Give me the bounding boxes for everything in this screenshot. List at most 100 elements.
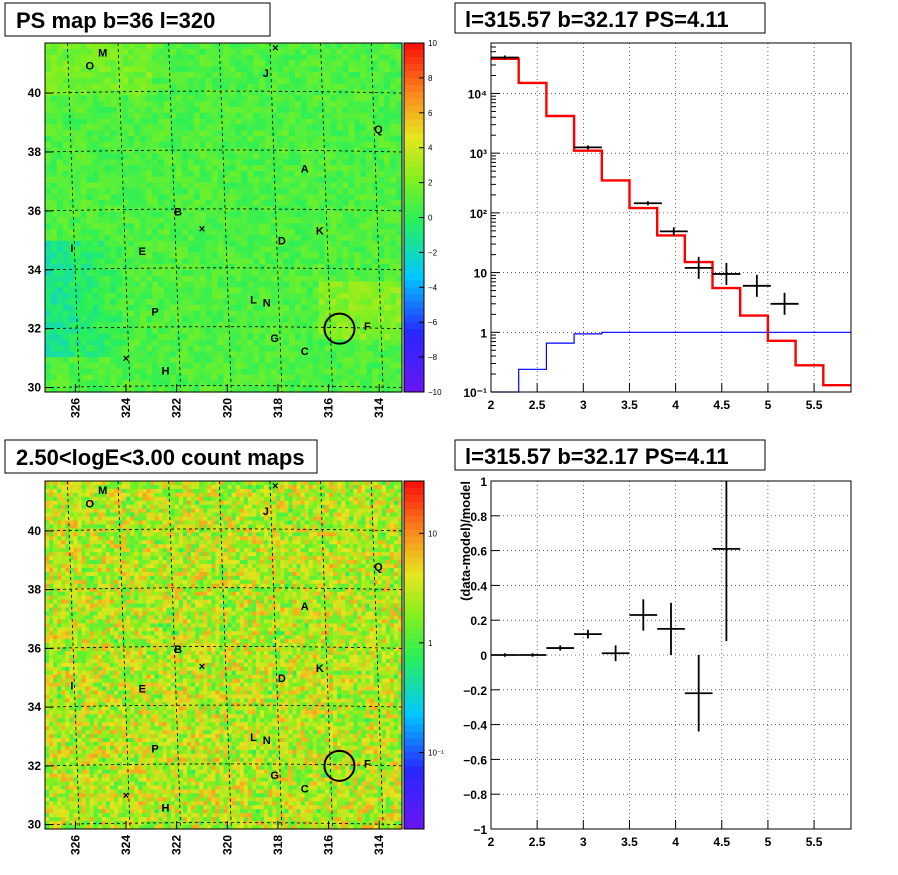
map-pixel <box>324 351 332 358</box>
map-pixel <box>366 130 373 137</box>
map-pixel <box>360 223 367 230</box>
map-pixel <box>360 159 367 166</box>
map-pixel <box>361 508 367 514</box>
map-pixel <box>182 481 188 486</box>
map-pixel <box>384 304 391 312</box>
map-pixel <box>223 77 231 85</box>
map-pixel <box>109 516 115 522</box>
map-pixel <box>390 246 397 253</box>
map-pixel <box>146 484 152 490</box>
map-pixel <box>89 492 95 498</box>
map-pixel <box>98 322 106 329</box>
map-pixel <box>158 60 165 67</box>
map-pixel <box>265 200 272 207</box>
map-pixel <box>45 194 52 201</box>
map-pixel <box>229 275 236 283</box>
map-pixel <box>235 112 242 120</box>
map-pixel <box>354 322 361 329</box>
map-pixel <box>227 504 233 510</box>
colorbar-cell <box>404 224 424 232</box>
map-pixel <box>140 83 147 91</box>
map-pixel <box>169 136 177 143</box>
map-pixel <box>86 240 94 248</box>
map-pixel <box>158 217 165 224</box>
map-pixel <box>354 60 361 67</box>
map-pixel <box>50 106 58 114</box>
map-pixel <box>110 200 117 207</box>
map-pixel <box>294 89 302 96</box>
map-pixel <box>45 217 52 224</box>
map-pixel <box>381 508 387 514</box>
map-pixel <box>348 141 355 149</box>
map-pixel <box>158 77 165 85</box>
map-pixel <box>80 170 88 178</box>
map-pixel <box>211 258 219 265</box>
map-pixel <box>306 386 314 393</box>
map-pixel <box>92 200 100 207</box>
map-pixel <box>277 368 284 376</box>
map-pixel <box>74 281 82 288</box>
map-pixel <box>354 170 361 178</box>
map-pixel <box>175 357 183 364</box>
map-pixel <box>207 528 212 533</box>
map-pixel <box>113 484 119 490</box>
map-pixel <box>229 380 236 387</box>
map-pixel <box>118 496 123 502</box>
map-pixel <box>324 72 332 79</box>
map-pixel <box>68 159 76 166</box>
map-pixel <box>215 528 221 533</box>
map-pixel <box>384 310 391 317</box>
map-pixel <box>241 229 248 236</box>
map-pixel <box>390 106 397 114</box>
map-pixel <box>260 512 265 518</box>
map-pixel <box>345 496 350 502</box>
map-pixel <box>146 516 152 522</box>
map-pixel <box>348 368 355 376</box>
map-pixel <box>110 217 117 224</box>
map-pixel <box>215 512 221 518</box>
map-pixel <box>158 95 165 102</box>
map-pixel <box>384 43 391 50</box>
map-pixel <box>50 130 58 137</box>
map-pixel <box>341 488 346 494</box>
map-pixel <box>372 106 379 114</box>
map-pixel <box>140 345 147 352</box>
map-pixel <box>193 240 201 248</box>
map-pixel <box>199 322 207 329</box>
map-pixel <box>146 159 153 166</box>
map-pixel <box>195 492 200 498</box>
map-pixel <box>306 170 314 178</box>
colorbar-cell <box>404 266 424 274</box>
map-pixel <box>396 240 403 248</box>
map-pixel <box>390 333 397 341</box>
map-pixel <box>247 492 253 498</box>
map-pixel <box>56 240 64 248</box>
map-pixel <box>259 95 266 102</box>
map-pixel <box>199 229 207 236</box>
map-pixel <box>247 368 254 376</box>
map-pixel <box>110 252 117 259</box>
map-pixel <box>308 488 314 494</box>
map-pixel <box>348 66 355 73</box>
map-pixel <box>324 229 332 236</box>
map-pixel <box>181 293 189 300</box>
map-pixel <box>372 136 379 143</box>
map-pixel <box>104 60 112 67</box>
map-pixel <box>207 524 212 530</box>
map-pixel <box>65 528 70 533</box>
map-pixel <box>320 520 326 526</box>
map-pixel <box>385 524 391 530</box>
map-pixel <box>330 269 338 277</box>
map-pixel <box>118 500 123 506</box>
map-pixel <box>69 484 74 490</box>
map-pixel <box>360 339 367 347</box>
map-pixel <box>104 345 112 352</box>
map-pixel <box>223 293 231 300</box>
map-pixel <box>62 124 70 131</box>
map-pixel <box>277 252 284 259</box>
map-pixel <box>86 386 94 393</box>
map-pixel <box>166 512 172 518</box>
map-pixel <box>50 258 58 265</box>
colorbar-cell <box>404 77 424 86</box>
map-pixel <box>92 275 100 283</box>
